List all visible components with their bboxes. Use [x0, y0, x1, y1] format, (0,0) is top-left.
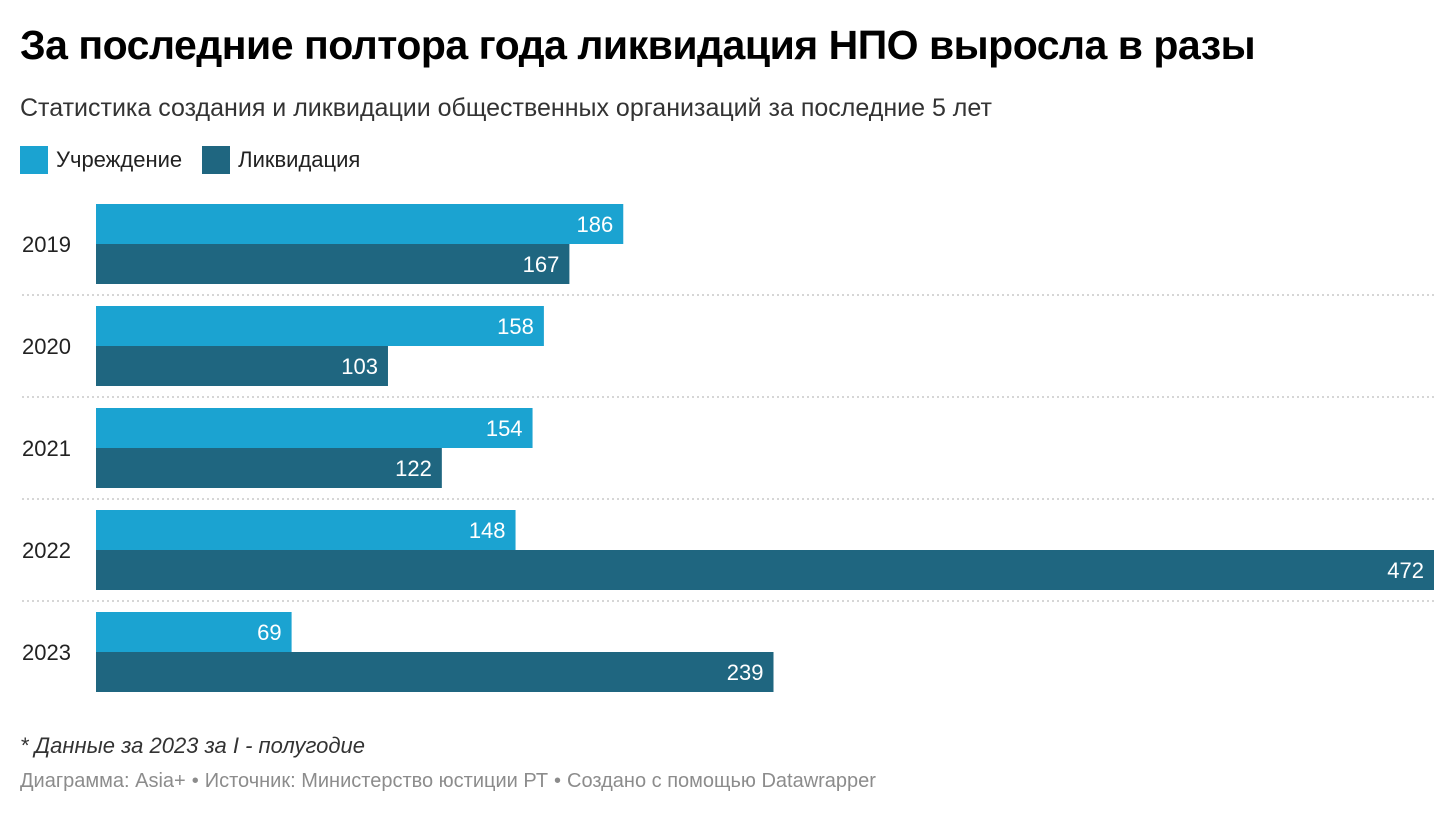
bar-liquidation — [96, 346, 388, 386]
category-label: 2019 — [22, 232, 71, 257]
bar-liquidation — [96, 244, 570, 284]
data-label: 158 — [497, 314, 534, 339]
footer-separator: • — [191, 770, 199, 792]
bar-chart: 2019 186 167 2020 158 103 2021 154 122 2022 148 472… — [22, 204, 1434, 692]
data-label: 167 — [523, 252, 560, 277]
legend-item-liquidation: Ликвидация — [202, 146, 360, 174]
legend-label-liquidation: Ликвидация — [238, 147, 361, 172]
category-label: 2020 — [22, 334, 71, 359]
legend-item-established: Учреждение — [20, 146, 182, 174]
bar-established — [96, 408, 533, 448]
legend-swatch-established — [20, 146, 48, 174]
bar-established — [96, 306, 544, 346]
category-label: 2021 — [22, 436, 71, 461]
footnote: * Данные за 2023 за I - полугодие — [20, 733, 366, 758]
data-label: 103 — [341, 354, 378, 379]
bar-established — [96, 510, 516, 550]
data-label: 69 — [257, 620, 281, 645]
chart-subtitle: Статистика создания и ликвидации обществ… — [20, 94, 992, 122]
footer-chart-by: Диаграмма: Asia+ — [20, 770, 186, 792]
data-label: 148 — [469, 518, 506, 543]
legend-swatch-liquidation — [202, 146, 231, 174]
bar-liquidation — [96, 550, 1434, 590]
data-label: 154 — [486, 416, 523, 441]
footer: Диаграмма: Asia+ • Источник: Министерство … — [20, 770, 876, 793]
bar-established — [96, 612, 292, 652]
category-label: 2022 — [22, 538, 71, 563]
data-label: 472 — [1387, 558, 1424, 583]
footer-source: Источник: Министерство юстиции РТ — [204, 770, 549, 792]
bar-liquidation — [96, 448, 442, 488]
bar-established — [96, 204, 624, 244]
footer-separator: • — [554, 770, 562, 792]
footer-created-with: Создано с помощью Datawrapper — [567, 770, 876, 792]
data-label: 239 — [727, 660, 764, 685]
chart-title: За последние полтора года ликвидация НПО… — [20, 22, 1256, 68]
data-label: 122 — [395, 456, 432, 481]
legend: Учреждение Ликвидация — [20, 146, 380, 174]
data-label: 186 — [577, 212, 614, 237]
category-label: 2023 — [22, 640, 71, 665]
bar-liquidation — [96, 652, 774, 692]
legend-label-established: Учреждение — [56, 147, 183, 172]
